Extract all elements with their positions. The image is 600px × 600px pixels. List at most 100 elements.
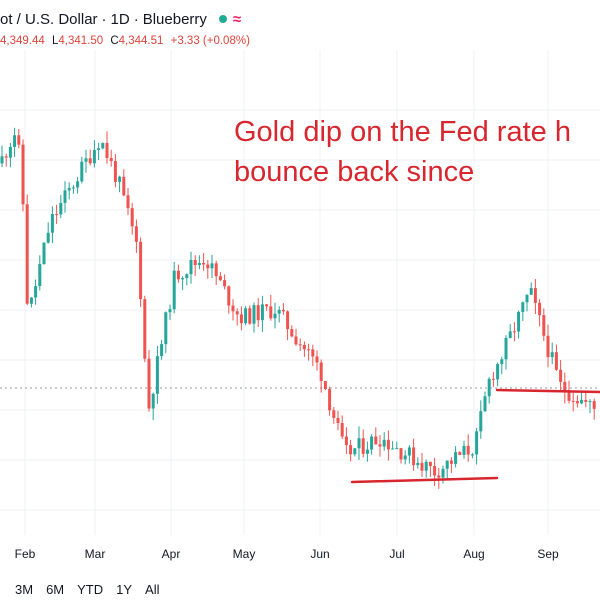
candle-body — [160, 344, 164, 357]
candle-body — [164, 312, 168, 345]
candle-body — [4, 156, 8, 158]
candle-body — [441, 468, 445, 478]
candle-body — [294, 336, 298, 345]
x-tick-label: Jul — [389, 547, 404, 561]
candle-body — [185, 274, 189, 279]
candle-body — [231, 305, 235, 312]
candle-body — [353, 448, 357, 455]
interval-label[interactable]: 1D — [110, 10, 130, 28]
range-6m-button[interactable]: 6M — [46, 581, 65, 597]
candle-body — [248, 308, 252, 324]
candle-body — [512, 331, 516, 333]
candle-body — [487, 378, 491, 397]
candle-body — [575, 401, 579, 404]
ohlc-readout: 4,349.44 L4,341.50 C4,344.51 +3.33 (+0.0… — [0, 35, 250, 47]
candle-body — [210, 263, 214, 269]
chart-text-annotation[interactable]: Gold dip on the Fed rate h bounce back s… — [234, 112, 571, 192]
candle-body — [109, 157, 113, 162]
candle-body — [80, 161, 84, 182]
candle-body — [412, 447, 416, 466]
candle-body — [416, 462, 420, 466]
market-status-icon — [218, 15, 227, 23]
candle-body — [584, 399, 588, 402]
candle-body — [399, 448, 403, 460]
x-tick-label: Aug — [463, 547, 484, 561]
candle-body — [420, 462, 424, 471]
low-label: L — [51, 35, 59, 47]
candle-body — [105, 142, 109, 158]
candle-body — [197, 262, 201, 266]
x-tick-label: Sep — [537, 547, 559, 561]
candle-body — [407, 447, 411, 456]
range-3m-button[interactable]: 3M — [15, 581, 34, 597]
candle-body — [580, 399, 584, 404]
low-value: 4,341.50 — [58, 35, 104, 47]
candle-body — [483, 396, 487, 412]
candle-body — [533, 288, 537, 303]
x-tick-label: May — [233, 547, 256, 561]
candle-body — [34, 286, 38, 298]
candle-body — [403, 455, 407, 460]
candle-body — [428, 461, 432, 467]
candle-body — [244, 308, 248, 324]
candle-body — [13, 135, 17, 147]
candle-body — [546, 335, 550, 358]
candle-body — [588, 401, 592, 403]
change-value: +3.33 (+0.08%) — [170, 35, 250, 47]
candle-body — [193, 259, 197, 266]
candle-body — [8, 146, 12, 158]
range-ytd-button[interactable]: YTD — [77, 581, 104, 597]
drawings-group — [350, 388, 600, 484]
candle-body — [113, 161, 117, 182]
candle-body — [559, 369, 563, 382]
range-all-button[interactable]: All — [145, 581, 160, 597]
candle-body — [323, 380, 327, 390]
candle-body — [277, 309, 281, 314]
candle-body — [538, 302, 542, 316]
candle-body — [97, 148, 101, 151]
support-trendline[interactable] — [350, 476, 499, 484]
candle-body — [189, 259, 193, 275]
candle-body — [17, 135, 21, 145]
candle-body — [290, 329, 294, 337]
candle-body — [521, 302, 525, 312]
candle-body — [46, 232, 50, 243]
candle-body — [25, 204, 29, 304]
candle-body — [504, 337, 508, 360]
range-1y-button[interactable]: 1Y — [116, 581, 133, 597]
candle-body — [525, 294, 529, 303]
candle-body — [101, 142, 105, 149]
candle-body — [592, 401, 596, 409]
candle-body — [50, 213, 54, 233]
candle-body — [332, 410, 336, 418]
candle-body — [126, 195, 130, 209]
candle-body — [172, 270, 176, 310]
support-trendline[interactable] — [495, 388, 600, 394]
candle-body — [269, 306, 273, 319]
x-axis: Feb Mar Apr May Jun Jul Aug Sep — [15, 547, 559, 561]
candle-body — [449, 460, 453, 464]
candle-body — [315, 356, 319, 363]
candle-body — [458, 452, 462, 455]
candle-body — [223, 280, 227, 287]
candle-body — [424, 461, 428, 471]
candle-body — [357, 438, 361, 449]
candle-body — [273, 313, 277, 319]
candle-body — [122, 176, 126, 196]
candle-body — [42, 242, 46, 265]
candle-body — [508, 331, 512, 338]
candle-body — [202, 262, 206, 265]
candle-body — [206, 264, 210, 269]
candle-body — [227, 286, 231, 306]
symbol-title[interactable]: ot / U.S. Dollar — [0, 10, 98, 28]
candles-group — [0, 127, 596, 489]
candle-body — [336, 417, 340, 424]
candle-body — [437, 475, 441, 478]
candle-body — [265, 304, 269, 307]
wave-icon: ≈ — [232, 10, 242, 28]
candle-body — [67, 187, 71, 191]
x-tick-label: Feb — [15, 547, 36, 561]
x-tick-label: Jun — [310, 547, 329, 561]
candle-body — [391, 448, 395, 450]
